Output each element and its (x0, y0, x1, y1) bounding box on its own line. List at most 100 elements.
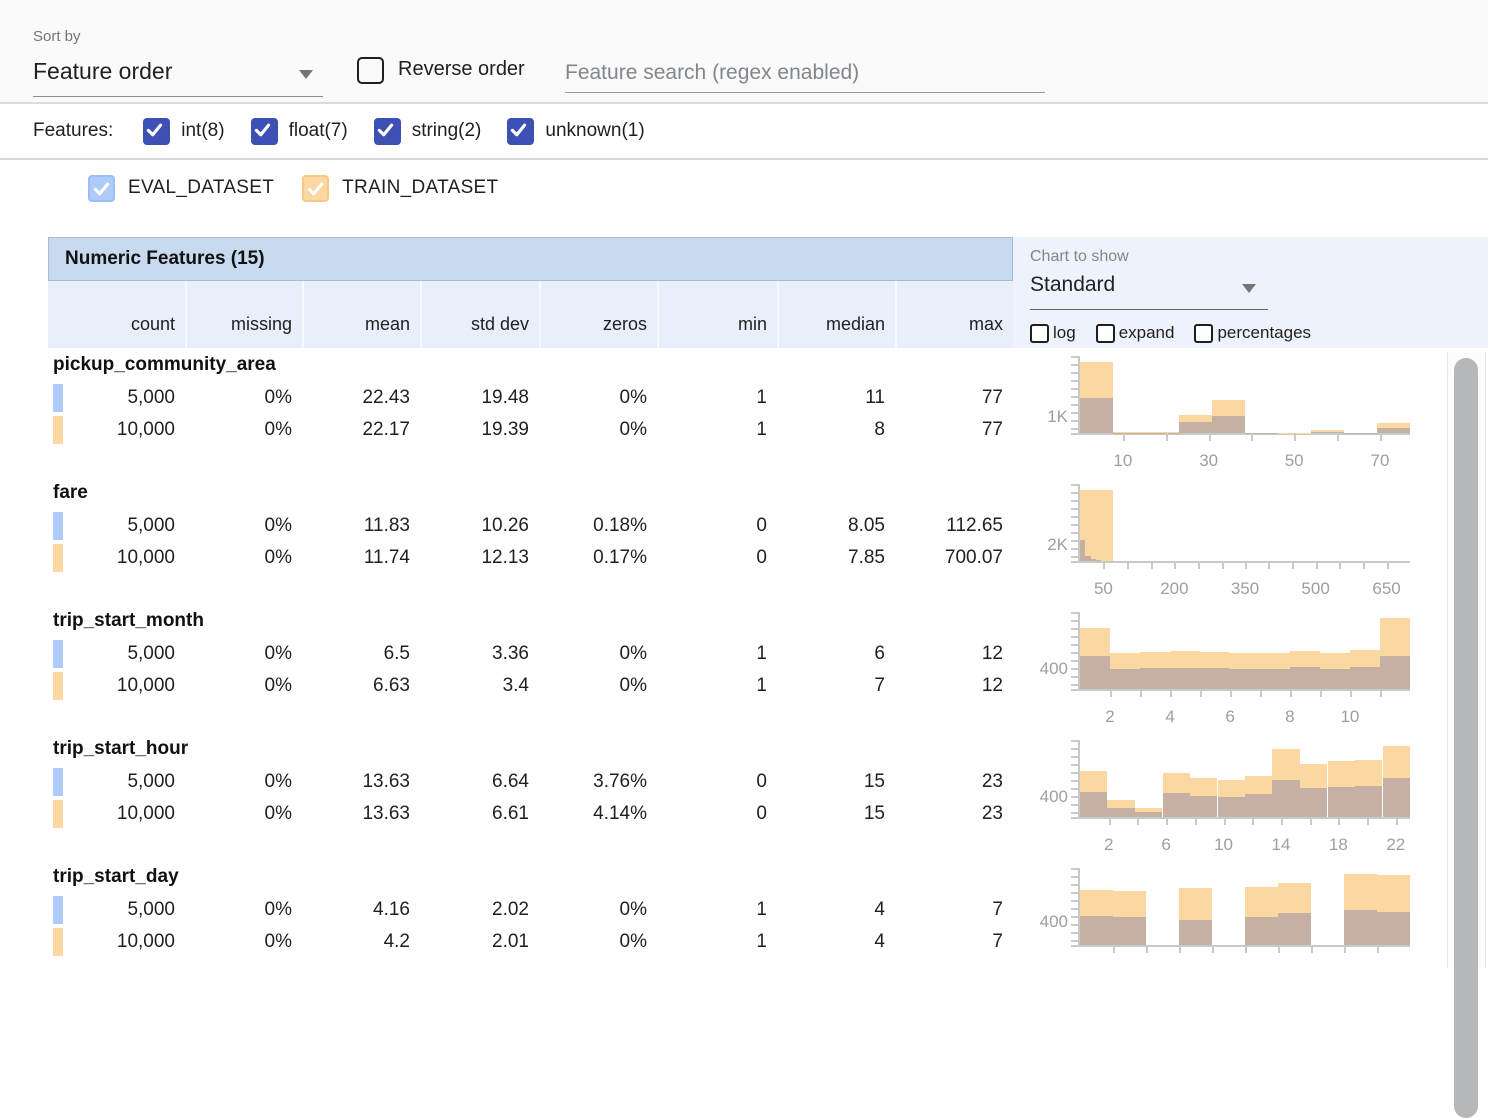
stat-median: 7 (777, 670, 895, 702)
x-tick (1110, 689, 1112, 697)
stat-min: 1 (657, 382, 777, 414)
x-tick (1281, 817, 1283, 825)
overlap-bar (1200, 668, 1230, 689)
y-axis-ruler-ticks (1071, 740, 1078, 817)
chevron-down-icon (299, 70, 313, 79)
x-tick-label: 50 (1272, 451, 1316, 471)
chart-option-percentages: percentages (1194, 323, 1311, 343)
dataset-train-checkbox[interactable] (302, 175, 329, 202)
x-tick-label: 200 (1152, 579, 1196, 599)
scrollbar-thumb[interactable] (1454, 358, 1478, 1118)
dataset-eval: EVAL_DATASET (88, 175, 274, 202)
stat-std-dev: 19.48 (420, 382, 539, 414)
x-tick (1344, 945, 1346, 953)
x-axis-line (1071, 561, 1410, 563)
stat-missing: 0% (185, 638, 302, 670)
column-header-zeros: zeros (539, 281, 657, 348)
overlap-bar (1230, 669, 1260, 689)
stat-std-dev: 2.02 (420, 894, 539, 926)
x-tick-label: 10 (1202, 835, 1246, 855)
overlap-bar (1350, 667, 1380, 689)
x-tick (1230, 689, 1232, 697)
dataset-eval-checkbox[interactable] (88, 175, 115, 202)
x-tick (1200, 689, 1202, 697)
stat-zeros: 4.14% (539, 798, 657, 830)
x-tick-label: 10 (1328, 707, 1372, 727)
x-tick-label: 14 (1259, 835, 1303, 855)
stat-mean: 6.5 (302, 638, 420, 670)
features-label: Features: (33, 120, 113, 142)
stat-median: 15 (777, 766, 895, 798)
overlap-bar (1190, 796, 1217, 817)
y-axis-ruler-ticks (1071, 868, 1078, 945)
x-tick-label: 6 (1208, 707, 1252, 727)
stat-min: 1 (657, 414, 777, 446)
overlap-bar (1080, 916, 1113, 945)
x-tick (1146, 945, 1148, 953)
x-tick-label: 18 (1316, 835, 1360, 855)
stat-row-train: 10,0000%6.633.40%1712 (48, 670, 1013, 702)
chart-panel: Chart to show Standard logexpandpercenta… (1013, 237, 1488, 348)
stat-zeros: 0% (539, 926, 657, 958)
overlap-bar (1080, 656, 1110, 689)
chart-option-expand-label: expand (1119, 323, 1175, 343)
type-filter-string: string(2) (374, 118, 482, 145)
x-tick (1377, 945, 1379, 953)
reverse-order-checkbox[interactable] (357, 57, 384, 84)
train-swatch (53, 800, 63, 828)
stat-median: 4 (777, 894, 895, 926)
x-tick (1245, 945, 1247, 953)
feature-block-trip_start_day: trip_start_day5,0000%4.162.020%14710,000… (48, 860, 1488, 988)
x-tick (1113, 945, 1115, 953)
feature-block-trip_start_hour: trip_start_hour5,0000%13.636.643.76%0152… (48, 732, 1488, 860)
sort-by-value: Feature order (33, 58, 172, 85)
stat-row-eval: 5,0000%4.162.020%147 (48, 894, 1013, 926)
x-tick (1245, 561, 1247, 569)
dataset-train: TRAIN_DATASET (302, 175, 498, 202)
stat-row-train: 10,0000%4.22.010%147 (48, 926, 1013, 958)
histogram-trip_start_day (1080, 868, 1410, 945)
type-filter-float-checkbox[interactable] (251, 118, 278, 145)
chart-option-percentages-checkbox[interactable] (1194, 324, 1213, 343)
type-filter-int-checkbox[interactable] (143, 118, 170, 145)
stat-std-dev: 3.36 (420, 638, 539, 670)
column-header-std-dev: std dev (420, 281, 539, 348)
stat-count: 10,000 (48, 414, 185, 446)
x-tick-label: 8 (1268, 707, 1312, 727)
chart-option-log-checkbox[interactable] (1030, 324, 1049, 343)
type-filter-unknown-checkbox[interactable] (507, 118, 534, 145)
feature-search-input[interactable] (565, 54, 1045, 93)
overlap-bar (1096, 560, 1101, 561)
x-tick (1179, 945, 1181, 953)
chart-option-percentages-label: percentages (1217, 323, 1311, 343)
feature-type-filter-bar: Features: int(8)float(7)string(2)unknown… (0, 104, 1488, 160)
x-tick (1290, 689, 1292, 697)
type-filter-string-checkbox[interactable] (374, 118, 401, 145)
x-tick-label: 50 (1081, 579, 1125, 599)
x-tick (1268, 561, 1270, 569)
chart-type-select[interactable]: Standard (1030, 269, 1268, 310)
x-tick (1363, 561, 1365, 569)
stat-zeros: 0.17% (539, 542, 657, 574)
stat-count: 5,000 (48, 894, 185, 926)
stat-zeros: 0% (539, 382, 657, 414)
feature-name: trip_start_month (53, 610, 204, 632)
dataset-eval-label: EVAL_DATASET (128, 177, 274, 199)
column-header-row: countmissingmeanstd devzerosminmedianmax (48, 281, 1013, 348)
x-tick (1166, 433, 1168, 441)
y-axis-ruler-ticks (1071, 484, 1078, 561)
chart-to-show-label: Chart to show (1030, 248, 1129, 266)
train-swatch (53, 416, 63, 444)
x-tick (1109, 817, 1111, 825)
overlap-bar (1170, 668, 1200, 689)
eval-swatch (53, 640, 63, 668)
x-tick (1311, 945, 1313, 953)
overlap-bar (1383, 778, 1410, 817)
eval-swatch (53, 896, 63, 924)
train-swatch (53, 928, 63, 956)
stat-count: 10,000 (48, 542, 185, 574)
stat-median: 6 (777, 638, 895, 670)
stat-row-eval: 5,0000%6.53.360%1612 (48, 638, 1013, 670)
chart-option-expand-checkbox[interactable] (1096, 324, 1115, 343)
sort-by-select[interactable]: Feature order (33, 52, 323, 97)
